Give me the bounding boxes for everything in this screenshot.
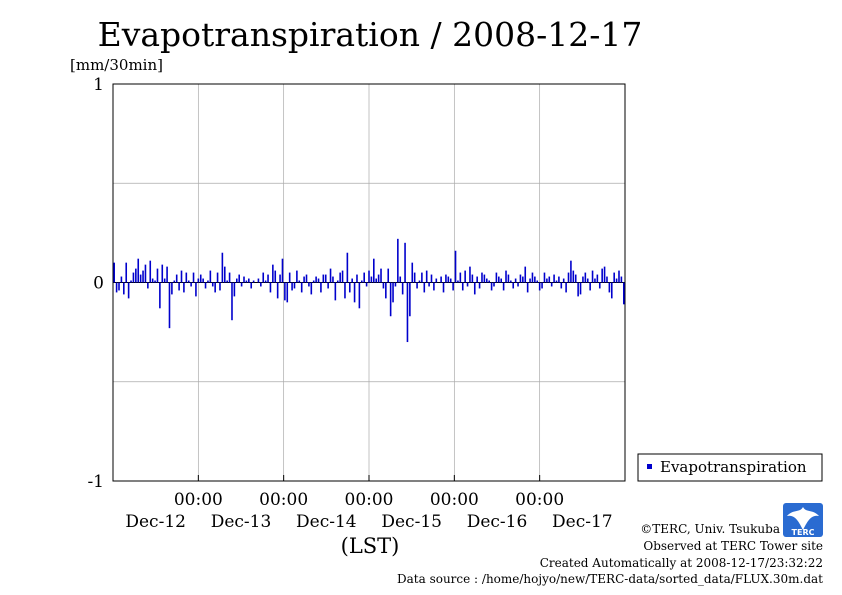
y-tick-labels: 1 0 -1	[87, 75, 104, 492]
legend-box	[637, 453, 823, 482]
site-text: Observed at TERC Tower site	[643, 539, 823, 553]
x-tick-date-label: Dec-15	[381, 512, 442, 532]
y-axis-unit-label: [mm/30min]	[70, 56, 163, 74]
created-text: Created Automatically at 2008-12-17/23:3…	[540, 556, 823, 570]
terc-logo: TERC	[783, 503, 823, 537]
legend-entry: Evapotranspiration	[660, 458, 807, 476]
y-tick-label: 1	[93, 75, 104, 95]
x-tick-date-label: Dec-16	[467, 512, 528, 532]
x-tick-date-label: Dec-17	[552, 512, 613, 532]
x-tick-date-label: Dec-14	[296, 512, 357, 532]
x-tick-date-label: Dec-13	[211, 512, 272, 532]
bars-group	[113, 238, 625, 343]
x-tick-date-label: Dec-12	[125, 512, 186, 532]
logo-text: TERC	[792, 528, 815, 537]
x-tick-time-label: 00:00	[174, 490, 223, 510]
x-tick-time-label: 00:00	[515, 490, 564, 510]
x-tick-time-label: 00:00	[430, 490, 479, 510]
copyright-text: ©TERC, Univ. Tsukuba	[640, 522, 780, 536]
x-tick-time-label: 00:00	[345, 490, 394, 510]
logo-emblem	[787, 507, 819, 530]
y-tick-label: -1	[87, 472, 104, 492]
data-source-text: Data source : /home/hojyo/new/TERC-data/…	[397, 572, 823, 586]
x-tick-time-label: 00:00	[259, 490, 308, 510]
y-tick-label: 0	[93, 274, 104, 294]
x-axis-label: (LST)	[341, 534, 400, 558]
x-tick-labels: 00:00Dec-1200:00Dec-1300:00Dec-1400:00De…	[125, 490, 612, 532]
legend: Evapotranspiration	[637, 453, 823, 482]
legend-swatch	[647, 464, 652, 469]
chart-title: Evapotranspiration / 2008-12-17	[98, 15, 643, 54]
